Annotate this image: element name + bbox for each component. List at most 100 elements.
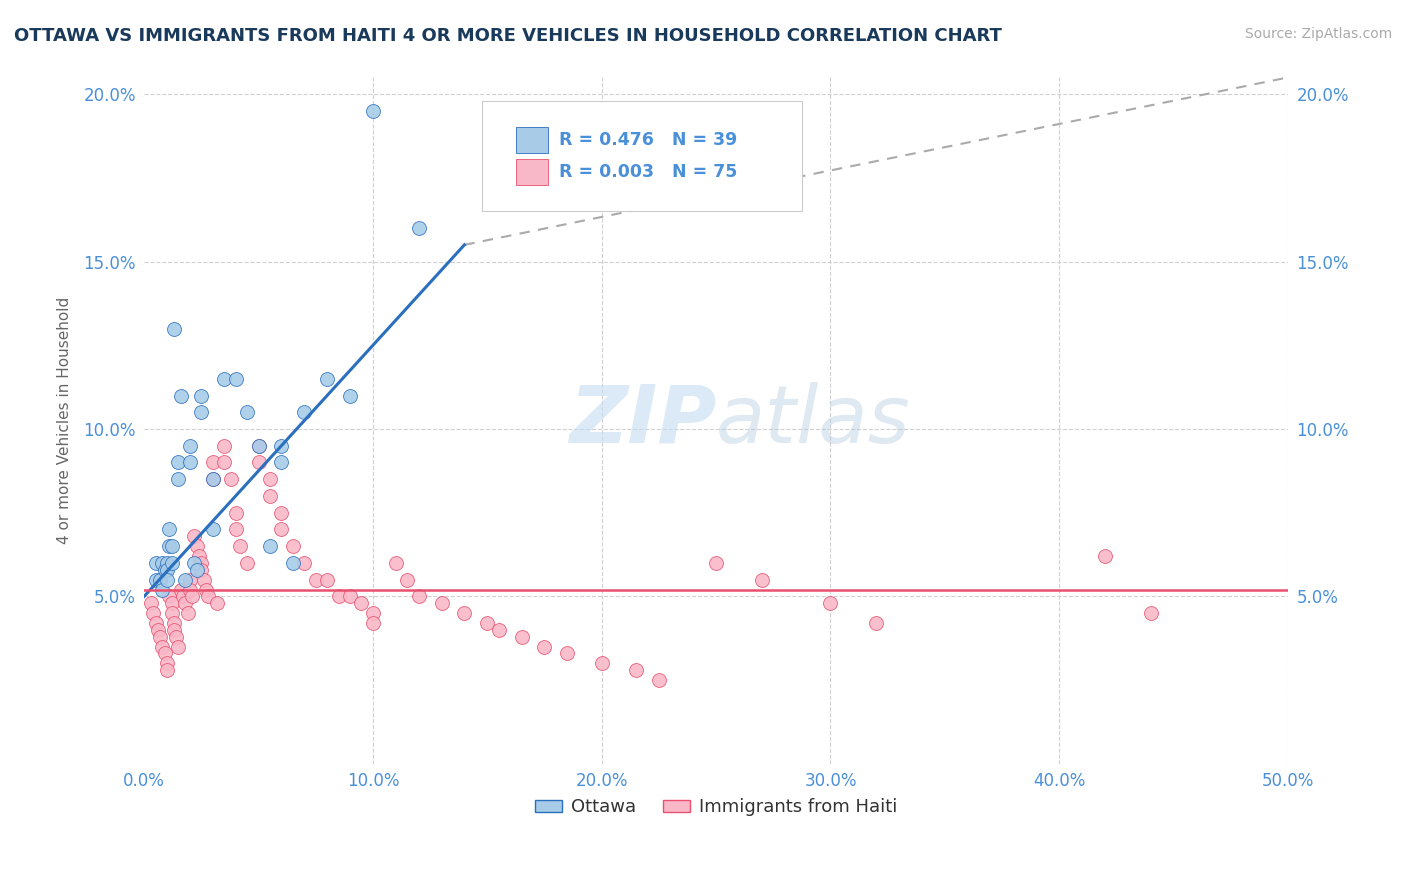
- Point: [145, 556, 167, 570]
- Point: [188, 549, 211, 564]
- FancyBboxPatch shape: [482, 102, 801, 211]
- Point: [219, 472, 242, 486]
- Point: [174, 596, 197, 610]
- Point: [152, 582, 174, 597]
- Point: [292, 556, 315, 570]
- Point: [316, 372, 339, 386]
- Point: [408, 221, 430, 235]
- Point: [533, 640, 555, 654]
- Point: [225, 506, 247, 520]
- Point: [339, 590, 361, 604]
- Point: [160, 596, 183, 610]
- Point: [751, 573, 773, 587]
- FancyBboxPatch shape: [516, 159, 548, 186]
- Point: [149, 573, 172, 587]
- Point: [179, 455, 201, 469]
- Point: [384, 556, 406, 570]
- Point: [186, 539, 208, 553]
- Point: [408, 590, 430, 604]
- Text: atlas: atlas: [716, 382, 911, 459]
- Point: [160, 539, 183, 553]
- Text: OTTAWA VS IMMIGRANTS FROM HAITI 4 OR MORE VEHICLES IN HOUSEHOLD CORRELATION CHAR: OTTAWA VS IMMIGRANTS FROM HAITI 4 OR MOR…: [14, 27, 1002, 45]
- Point: [165, 630, 187, 644]
- Point: [157, 539, 180, 553]
- Point: [152, 556, 174, 570]
- Point: [152, 640, 174, 654]
- Point: [194, 582, 217, 597]
- Point: [247, 455, 270, 469]
- Point: [190, 556, 212, 570]
- Point: [179, 573, 201, 587]
- Point: [145, 616, 167, 631]
- Point: [510, 630, 533, 644]
- Point: [193, 573, 215, 587]
- Point: [236, 556, 259, 570]
- Point: [156, 556, 179, 570]
- Point: [624, 663, 647, 677]
- Point: [167, 640, 190, 654]
- Point: [477, 616, 499, 631]
- Point: [270, 523, 292, 537]
- Point: [270, 506, 292, 520]
- Point: [488, 623, 510, 637]
- Point: [270, 455, 292, 469]
- Point: [170, 388, 193, 402]
- Point: [167, 472, 190, 486]
- Point: [145, 573, 167, 587]
- Point: [247, 439, 270, 453]
- Point: [212, 455, 235, 469]
- Point: [591, 657, 613, 671]
- Point: [350, 596, 373, 610]
- Point: [212, 372, 235, 386]
- Point: [153, 563, 176, 577]
- Point: [142, 606, 165, 620]
- Legend: Ottawa, Immigrants from Haiti: Ottawa, Immigrants from Haiti: [527, 791, 904, 823]
- Point: [186, 563, 208, 577]
- Point: [157, 523, 180, 537]
- Point: [156, 573, 179, 587]
- Point: [865, 616, 887, 631]
- Text: R = 0.003   N = 75: R = 0.003 N = 75: [560, 163, 738, 181]
- Point: [167, 455, 190, 469]
- Point: [156, 663, 179, 677]
- Point: [190, 388, 212, 402]
- Point: [270, 439, 292, 453]
- Point: [201, 472, 224, 486]
- Point: [305, 573, 328, 587]
- Point: [207, 596, 229, 610]
- Point: [190, 563, 212, 577]
- Point: [648, 673, 671, 687]
- Point: [179, 582, 201, 597]
- Point: [201, 472, 224, 486]
- Point: [163, 616, 186, 631]
- Point: [430, 596, 453, 610]
- Point: [557, 646, 579, 660]
- Point: [236, 405, 259, 419]
- Point: [361, 103, 384, 118]
- Point: [225, 523, 247, 537]
- Point: [259, 539, 281, 553]
- Point: [453, 606, 475, 620]
- Point: [163, 321, 186, 335]
- Text: R = 0.476   N = 39: R = 0.476 N = 39: [560, 131, 738, 149]
- Point: [174, 573, 197, 587]
- Point: [156, 657, 179, 671]
- Point: [1139, 606, 1161, 620]
- Point: [316, 573, 339, 587]
- Point: [259, 472, 281, 486]
- Point: [212, 439, 235, 453]
- Point: [149, 630, 172, 644]
- Text: Source: ZipAtlas.com: Source: ZipAtlas.com: [1244, 27, 1392, 41]
- Point: [201, 523, 224, 537]
- Point: [183, 529, 205, 543]
- Point: [139, 596, 162, 610]
- Point: [179, 439, 201, 453]
- Point: [197, 590, 219, 604]
- Point: [181, 590, 204, 604]
- Point: [339, 388, 361, 402]
- Point: [160, 606, 183, 620]
- Point: [328, 590, 350, 604]
- Point: [190, 405, 212, 419]
- Point: [396, 573, 419, 587]
- Point: [146, 623, 169, 637]
